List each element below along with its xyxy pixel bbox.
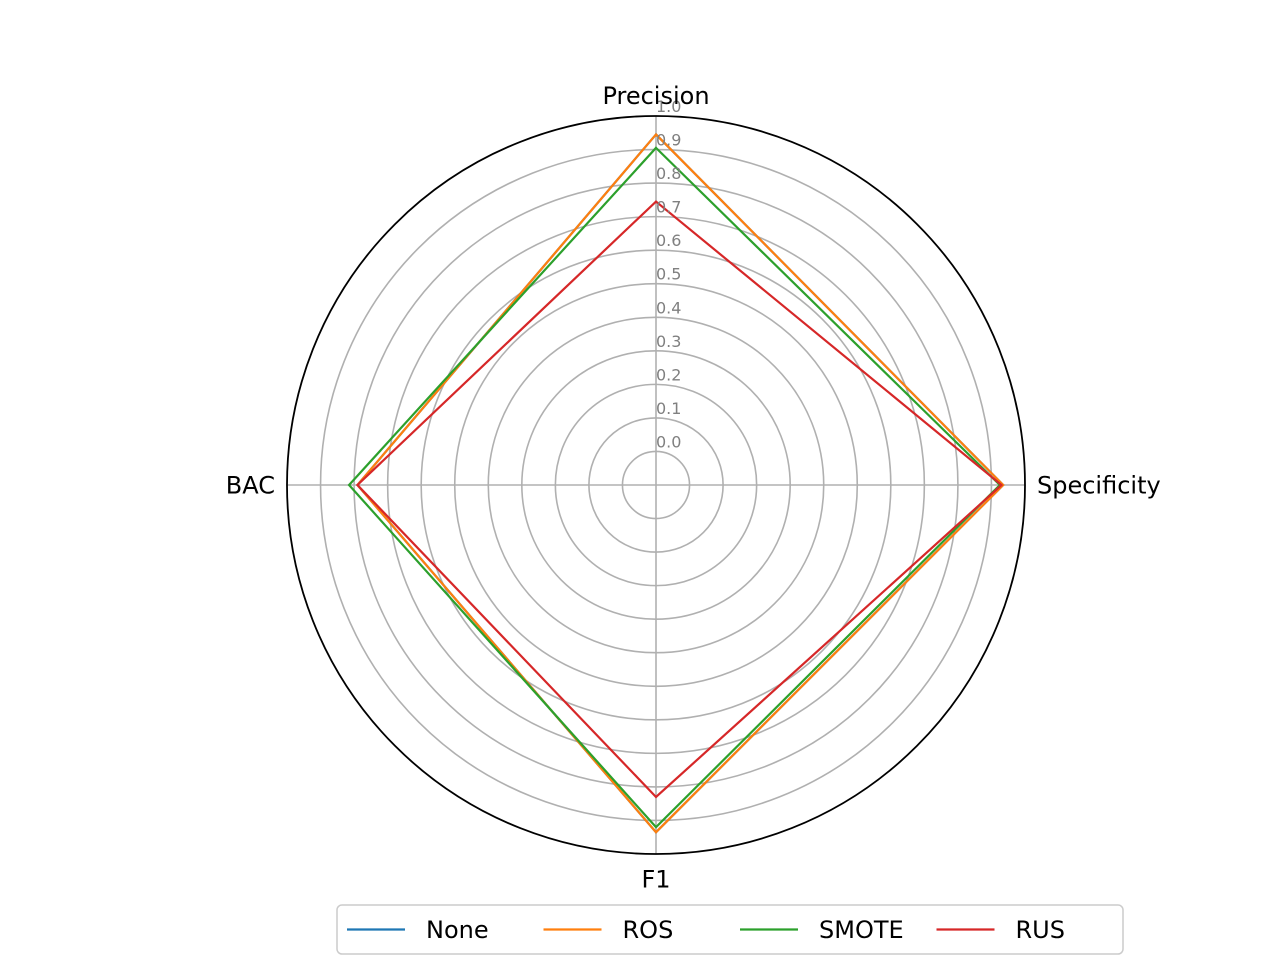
r-tick-label: 0.5 bbox=[656, 265, 681, 284]
r-tick-label: 0.7 bbox=[656, 198, 681, 217]
r-tick-label: 1.0 bbox=[656, 97, 681, 116]
series-line-rus bbox=[355, 200, 1004, 799]
axis-labels: Precision Specificity F1 BAC bbox=[226, 82, 1161, 894]
series-line-ros bbox=[356, 132, 1005, 834]
r-tick-label: 0.1 bbox=[656, 399, 681, 418]
series-lines bbox=[347, 132, 1005, 834]
axis-label-bac: BAC bbox=[226, 471, 275, 499]
legend-box bbox=[336, 904, 1124, 955]
legend-label-ros: ROS bbox=[623, 916, 674, 944]
outer-frame bbox=[286, 115, 1026, 855]
axis-spokes bbox=[287, 116, 1025, 854]
axis-label-f1: F1 bbox=[641, 866, 670, 894]
radial-tick-labels: 0.0 0.1 0.2 0.3 0.4 0.5 0.6 0.7 0.8 0.9 1.0 bbox=[656, 97, 681, 451]
polar-frame bbox=[286, 115, 1026, 855]
legend-label-smote: SMOTE bbox=[819, 916, 904, 944]
r-tick-label: 0.4 bbox=[656, 298, 681, 317]
series-line-smote bbox=[347, 146, 1002, 829]
r-tick-label: 0.6 bbox=[656, 231, 681, 250]
legend-label-rus: RUS bbox=[1016, 916, 1065, 944]
r-tick-label: 0.3 bbox=[656, 332, 681, 351]
r-tick-label: 0.2 bbox=[656, 365, 681, 384]
legend: None ROS SMOTE RUS bbox=[336, 904, 1124, 955]
r-tick-label: 0.0 bbox=[656, 432, 681, 451]
axis-label-specificity: Specificity bbox=[1037, 471, 1161, 499]
axis-label-precision: Precision bbox=[602, 82, 709, 110]
r-tick-label: 0.8 bbox=[656, 164, 681, 183]
r-tick-label: 0.9 bbox=[656, 131, 681, 150]
legend-label-none: None bbox=[426, 916, 489, 944]
